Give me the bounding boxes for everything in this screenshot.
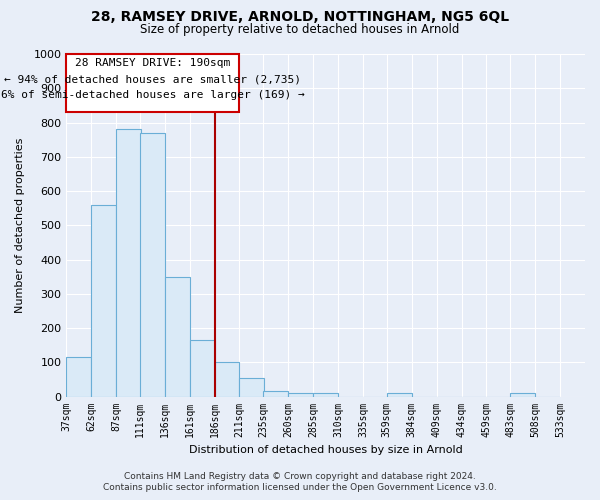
- Bar: [116, 130, 141, 396]
- Text: ← 94% of detached houses are smaller (2,735): ← 94% of detached houses are smaller (2,…: [4, 74, 301, 84]
- Y-axis label: Number of detached properties: Number of detached properties: [15, 138, 25, 313]
- Text: Size of property relative to detached houses in Arnold: Size of property relative to detached ho…: [140, 22, 460, 36]
- Text: Contains public sector information licensed under the Open Government Licence v3: Contains public sector information licen…: [103, 484, 497, 492]
- Bar: [215, 362, 239, 396]
- Bar: [140, 133, 165, 396]
- Text: 28 RAMSEY DRIVE: 190sqm: 28 RAMSEY DRIVE: 190sqm: [75, 58, 230, 68]
- Bar: [511, 393, 535, 396]
- Bar: [66, 357, 91, 397]
- Bar: [387, 393, 412, 396]
- Bar: [165, 276, 190, 396]
- Text: Contains HM Land Registry data © Crown copyright and database right 2024.: Contains HM Land Registry data © Crown c…: [124, 472, 476, 481]
- Bar: [313, 393, 338, 396]
- Text: 28, RAMSEY DRIVE, ARNOLD, NOTTINGHAM, NG5 6QL: 28, RAMSEY DRIVE, ARNOLD, NOTTINGHAM, NG…: [91, 10, 509, 24]
- Bar: [263, 392, 288, 396]
- Bar: [239, 378, 265, 396]
- Text: 6% of semi-detached houses are larger (169) →: 6% of semi-detached houses are larger (1…: [1, 90, 305, 100]
- X-axis label: Distribution of detached houses by size in Arnold: Distribution of detached houses by size …: [189, 445, 463, 455]
- Bar: [91, 204, 116, 396]
- Bar: [288, 393, 313, 396]
- Bar: [190, 340, 215, 396]
